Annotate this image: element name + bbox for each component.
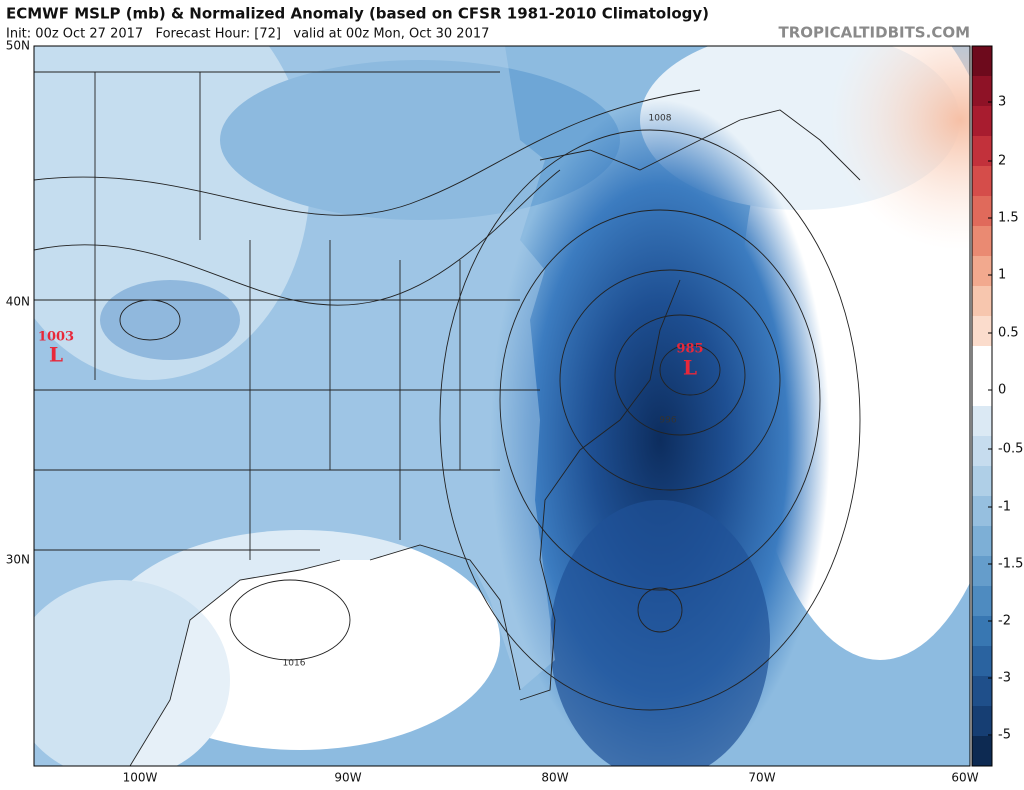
isobar [499,209,821,591]
colorbar-labels: 3 2 1.5 1 0.5 0 -0.5 -1 -1.5 -2 -3 -5 [988,95,1023,743]
colorbar-segment [972,76,992,107]
pressure-center: L [683,356,697,380]
lat-label: 40N [6,295,30,309]
map-frame [33,45,971,767]
colorbar-segment [972,496,992,527]
lon-label: 60W [951,771,978,785]
lon-label: 70W [748,771,775,785]
title: ECMWF MSLP (mb) & Normalized Anomaly (ba… [6,5,709,23]
contour-label: 996 [659,416,676,426]
land-overlay [34,46,555,766]
lon-label: 100W [123,771,158,785]
isobar [119,299,181,341]
colorbar-segment [972,466,992,497]
lon-label: 90W [334,771,361,785]
colorbar-label: -1 [998,500,1011,515]
colorbar-segment [972,166,992,197]
colorbar-segment [972,406,992,437]
state-borders [34,71,540,560]
pressure-value: 985 [676,342,703,357]
colorbar-frame [971,45,993,767]
colorbar-segment [972,286,992,317]
colorbar-label: -0.5 [998,442,1023,457]
colorbar-segment [972,736,992,767]
colorbar-segment [972,646,992,677]
isobar [637,587,683,633]
colorbar-segment [972,616,992,647]
isobar [229,579,351,661]
colorbar-label: 3 [998,95,1006,110]
colorbar-segment [972,316,992,347]
isobar [439,129,861,711]
isobar [34,89,701,306]
coastline [129,544,521,766]
colorbar-segment [972,376,992,407]
colorbar-label: 2 [998,154,1006,169]
colorbar-segment [972,106,992,137]
colorbar-segment [972,526,992,557]
colorbar-segment [972,346,992,377]
colorbar-segment [972,46,992,77]
lat-label: 30N [6,553,30,567]
pressure-value: 1003 [38,330,74,345]
colorbar-label: -5 [998,728,1011,743]
colorbar-segment [972,676,992,707]
isobar [659,344,721,396]
colorbar-label: -2 [998,614,1011,629]
colorbar-label: 0.5 [998,326,1019,341]
isobar [614,314,746,436]
isobar [559,269,781,491]
anomaly-area [220,60,620,220]
colorbar-label: 1 [998,268,1006,283]
colorbar-segment [972,136,992,167]
colorbar-label: 1.5 [998,211,1019,226]
colorbar-segment [972,436,992,467]
coastline [519,109,861,701]
colorbar-segment [972,256,992,287]
colorbar-segment [972,556,992,587]
contour-label: 1016 [283,659,306,669]
contour-label: 1008 [649,114,672,124]
colorbar-label: -3 [998,671,1011,686]
anomaly-area [550,500,770,766]
colorbar-segment [972,706,992,737]
colorbar-segment [972,226,992,257]
anomaly-area [830,46,970,250]
lon-label: 80W [541,771,568,785]
colorbar [972,46,992,767]
colorbar-segment [972,196,992,227]
colorbar-label: 0 [998,383,1006,398]
colorbar-segment [972,586,992,617]
subtitle: Init: 00z Oct 27 2017 Forecast Hour: [72… [6,27,489,42]
pressure-center: L [49,343,63,367]
anomaly-area [34,580,230,766]
colorbar-label: -1.5 [998,557,1023,572]
watermark: TROPICALTIDBITS.COM [779,24,971,42]
lat-label: 50N [6,39,30,53]
